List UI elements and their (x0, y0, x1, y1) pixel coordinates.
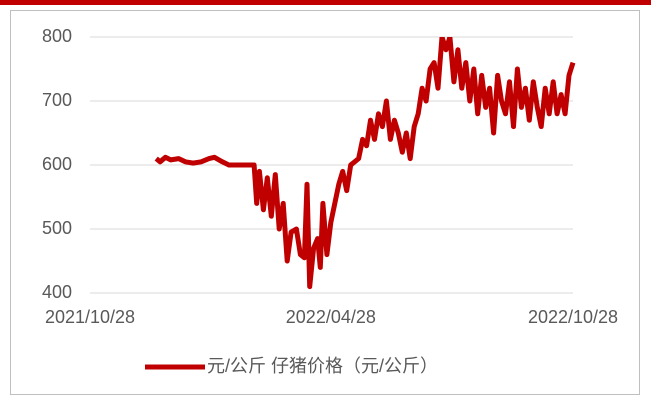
y-tick-label: 700 (42, 90, 72, 110)
x-tick-label: 2022/10/28 (528, 307, 618, 327)
x-tick-label: 2021/10/28 (45, 307, 135, 327)
legend-label: 元/公斤 仔猪价格（元/公斤） (207, 356, 438, 376)
top-bar (0, 0, 651, 5)
x-tick-label: 2022/04/28 (286, 307, 376, 327)
y-tick-label: 400 (42, 282, 72, 302)
y-tick-label: 500 (42, 218, 72, 238)
y-tick-label: 800 (42, 26, 72, 46)
series-line (154, 37, 576, 290)
y-tick-label: 600 (42, 154, 72, 174)
frame (10, 10, 640, 395)
